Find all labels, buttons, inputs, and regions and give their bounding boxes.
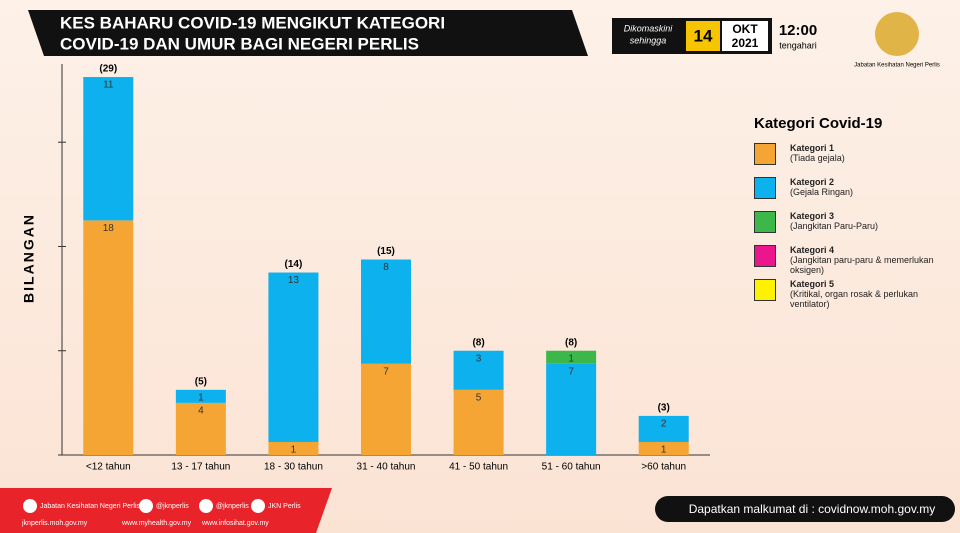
total-label: (15): [377, 246, 395, 257]
social-text: @jknperlis: [156, 503, 189, 510]
segment-label: 3: [476, 353, 482, 364]
title-banner: [28, 10, 588, 56]
legend-item: Kategori 2 (Gejala Ringan): [754, 177, 940, 199]
link-text: www.infosihat.gov.my: [201, 520, 269, 527]
x-tick-label: 51 - 60 tahun: [542, 462, 601, 473]
month-box: [722, 21, 768, 51]
segment-label: 1: [568, 353, 574, 364]
x-tick-label: 41 - 50 tahun: [449, 462, 508, 473]
legend-name: Kategori 2: [790, 177, 835, 187]
bar-segment: [361, 259, 411, 364]
social-text: @jknperlis: [216, 503, 249, 510]
x-tick-label: <12 tahun: [86, 462, 131, 473]
segment-label: 8: [383, 262, 389, 273]
updated-label: sehingga: [630, 35, 667, 45]
segment-label: 5: [476, 392, 482, 403]
total-label: (29): [99, 64, 117, 75]
legend-name: Kategori 5: [790, 279, 835, 289]
legend-swatch: [754, 245, 776, 267]
segment-label: 7: [568, 366, 574, 377]
segment-label: 1: [291, 445, 297, 456]
legend-name: Kategori 4: [790, 245, 835, 255]
time: 12:00: [779, 22, 817, 39]
segment-label: 18: [103, 223, 115, 234]
legend-name: Kategori 3: [790, 211, 835, 221]
legend-swatch: [754, 211, 776, 233]
social-icon: [199, 499, 213, 513]
x-tick-label: >60 tahun: [641, 462, 686, 473]
legend-description: (Gejala Ringan): [790, 187, 854, 197]
time-note: tengahari: [779, 40, 817, 50]
legend-description: (Tiada gejala): [790, 153, 845, 163]
bar-segment: [546, 363, 597, 455]
legend-description: (Jangkitan paru-paru & memerlukan oksige…: [790, 255, 934, 275]
logo-text: Jabatan Kesihatan Negeri Perlis: [854, 63, 940, 69]
legend-description: (Jangkitan Paru-Paru): [790, 221, 879, 231]
social-icon: [139, 499, 153, 513]
footer-banner: [0, 488, 332, 533]
bar-segment: [453, 389, 504, 455]
bar-segment: [638, 441, 689, 455]
y-axis-label: BILANGAN: [21, 213, 37, 303]
month: OKT: [732, 22, 758, 36]
title: KES BAHARU COVID-19 MENGIKUT KATEGORI: [60, 13, 445, 32]
segment-label: 1: [661, 445, 667, 456]
segment-label: 11: [103, 80, 114, 91]
segment-label: 13: [288, 275, 300, 286]
legend-item: Kategori 5 (Kritikal, organ rosak & perlu…: [754, 279, 940, 309]
bar-segment: [83, 220, 134, 455]
day: 14: [694, 26, 713, 45]
logo: [875, 12, 919, 56]
total-label: (14): [285, 259, 303, 270]
total-label: (8): [565, 337, 577, 348]
bar-segment: [175, 402, 226, 455]
social-text: Jabatan Kesihatan Negeri Perlis: [40, 503, 141, 510]
legend-item: Kategori 3 (Jangkitan Paru-Paru): [754, 211, 940, 233]
legend-swatch: [754, 143, 776, 165]
legend-description: (Kritikal, organ rosak & perlukan ventil…: [790, 289, 919, 309]
total-label: (5): [195, 376, 207, 387]
x-tick-label: 13 - 17 tahun: [171, 462, 230, 473]
bar-segment: [361, 363, 411, 455]
segment-label: 1: [198, 392, 204, 403]
year: 2021: [732, 36, 759, 50]
legend-swatch: [754, 177, 776, 199]
day-box: [686, 21, 720, 51]
segment-label: 2: [661, 419, 667, 430]
info-box: [655, 496, 955, 522]
updated-label: Dikomaskini: [624, 23, 674, 33]
bar-segment: [638, 415, 689, 442]
social-icon: [23, 499, 37, 513]
legend-title: Kategori Covid-19: [754, 115, 882, 132]
legend-swatch: [754, 279, 776, 301]
social-icon: [251, 499, 265, 513]
x-tick-label: 31 - 40 tahun: [357, 462, 416, 473]
info-text: Dapatkan malkumat di : covidnow.moh.gov.…: [689, 502, 936, 516]
x-tick-label: 18 - 30 tahun: [264, 462, 323, 473]
bar-segment: [453, 350, 504, 390]
legend-item: Kategori 4 (Jangkitan paru-paru & memerlu…: [754, 245, 940, 275]
bar-segment: [268, 272, 319, 442]
bar-segment: [175, 389, 226, 403]
segment-label: 4: [198, 406, 204, 417]
bar-segment: [83, 77, 134, 221]
legend-name: Kategori 1: [790, 143, 835, 153]
total-label: (3): [658, 403, 670, 414]
link-text: jknperlis.moh.gov.my: [21, 520, 88, 527]
link-text: www.myhealth.gov.my: [121, 520, 192, 527]
segment-label: 7: [383, 366, 389, 377]
total-label: (8): [472, 337, 484, 348]
social-text: JKN Perlis: [268, 503, 301, 510]
bar-segment: [546, 350, 597, 364]
title: COVID-19 DAN UMUR BAGI NEGERI PERLIS: [60, 34, 419, 53]
bar-segment: [268, 441, 319, 455]
legend-item: Kategori 1 (Tiada gejala): [754, 143, 940, 165]
